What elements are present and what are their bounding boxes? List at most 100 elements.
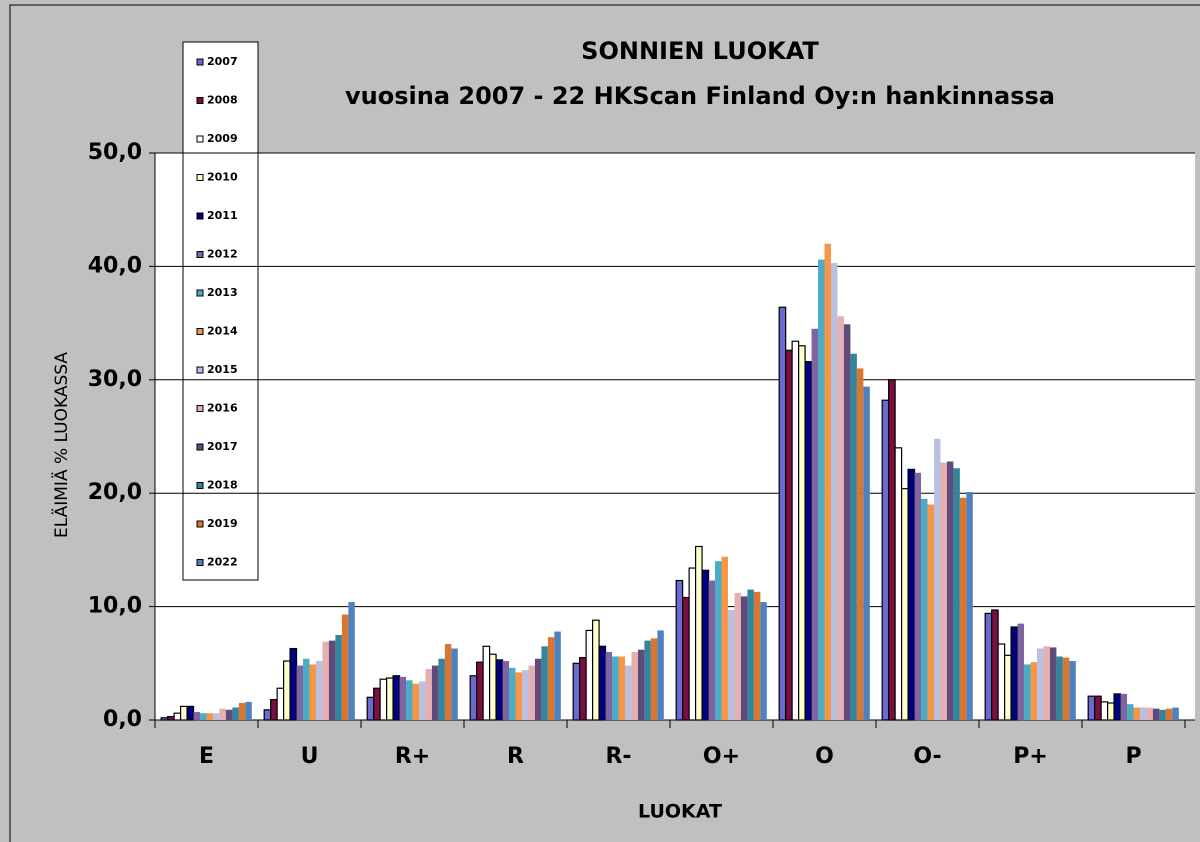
bar [888, 379, 896, 721]
bar [328, 640, 336, 720]
bar [894, 447, 903, 721]
legend-swatch [196, 174, 204, 181]
bar [1100, 701, 1109, 721]
bar [1062, 657, 1070, 720]
bar [1120, 693, 1128, 720]
bar [830, 262, 838, 720]
bar [907, 468, 916, 721]
x-axis-label: LUOKAT [638, 801, 722, 823]
bar [200, 713, 207, 720]
bar [521, 670, 529, 720]
bar [708, 580, 716, 720]
bar [392, 675, 401, 721]
bar [1159, 709, 1166, 720]
chart-subtitle: vuosina 2007 - 22 HKScan Finland Oy:n ha… [345, 82, 1055, 110]
bar [225, 709, 233, 720]
bar [740, 596, 748, 720]
x-tick-label: O [815, 744, 834, 769]
bar [212, 713, 220, 720]
x-tick-label: R- [605, 744, 631, 769]
y-tick-label: 10,0 [88, 594, 142, 619]
bar [933, 438, 941, 720]
bar [778, 306, 787, 721]
bar [489, 653, 497, 721]
bar [554, 631, 561, 720]
bar [160, 717, 169, 721]
bar [399, 676, 407, 720]
bar [1069, 661, 1076, 720]
bar [1146, 707, 1153, 720]
bar [1056, 656, 1063, 720]
bar [482, 645, 491, 721]
legend-label: 2017 [207, 440, 238, 453]
bar [379, 678, 388, 721]
legend-label: 2007 [207, 55, 238, 68]
bar [688, 567, 697, 721]
bar [1049, 647, 1057, 720]
bar [1024, 664, 1031, 720]
legend-label: 2012 [207, 248, 238, 261]
bar [863, 386, 870, 720]
bar [901, 488, 909, 721]
bar [534, 658, 542, 720]
x-tick-label: O+ [703, 744, 740, 769]
legend-label: 2008 [207, 94, 238, 107]
bar [624, 665, 632, 720]
legend-label: 2022 [207, 556, 238, 569]
x-tick-label: R [507, 744, 524, 769]
bar [618, 656, 625, 720]
x-tick-label: P [1125, 744, 1141, 769]
bar [984, 612, 993, 721]
bar [509, 667, 516, 720]
legend-swatch [196, 559, 204, 566]
bar [734, 592, 741, 720]
bar [605, 651, 613, 720]
bar [727, 610, 735, 720]
bar [296, 665, 304, 720]
bar [701, 569, 710, 721]
bar [186, 705, 195, 721]
bar [721, 556, 728, 720]
legend-swatch [196, 328, 204, 335]
bar [180, 705, 188, 721]
bar [953, 468, 960, 720]
bar [406, 680, 413, 720]
bar [348, 602, 355, 720]
legend-label: 2019 [207, 517, 238, 530]
bar [612, 656, 619, 720]
bar [598, 645, 607, 721]
bar [206, 713, 213, 720]
bar [1043, 646, 1050, 720]
legend-label: 2010 [207, 171, 238, 184]
bar [997, 643, 1006, 721]
bar [322, 641, 329, 720]
bar [791, 340, 800, 721]
bar [283, 660, 291, 721]
bar [991, 609, 999, 721]
y-tick-label: 40,0 [88, 253, 142, 278]
bar [1087, 695, 1096, 721]
bar [173, 712, 182, 721]
legend-label: 2009 [207, 132, 238, 145]
bar [270, 698, 278, 721]
bar [959, 497, 967, 720]
legend-label: 2013 [207, 286, 238, 299]
bar [1107, 702, 1115, 721]
bar [1165, 708, 1173, 720]
bar [341, 614, 349, 720]
bar [238, 702, 246, 720]
bar [1127, 704, 1134, 720]
bar [373, 687, 381, 721]
bar [232, 707, 239, 720]
legend-swatch [196, 405, 204, 412]
legend-swatch [196, 58, 204, 66]
bar [715, 561, 722, 720]
x-tick-label: U [301, 744, 319, 769]
bar [289, 647, 298, 721]
bar [263, 709, 272, 721]
legend-label: 2016 [207, 402, 238, 415]
bar [366, 696, 375, 721]
bar [1139, 707, 1147, 720]
bar [245, 701, 252, 720]
bar [276, 687, 285, 721]
